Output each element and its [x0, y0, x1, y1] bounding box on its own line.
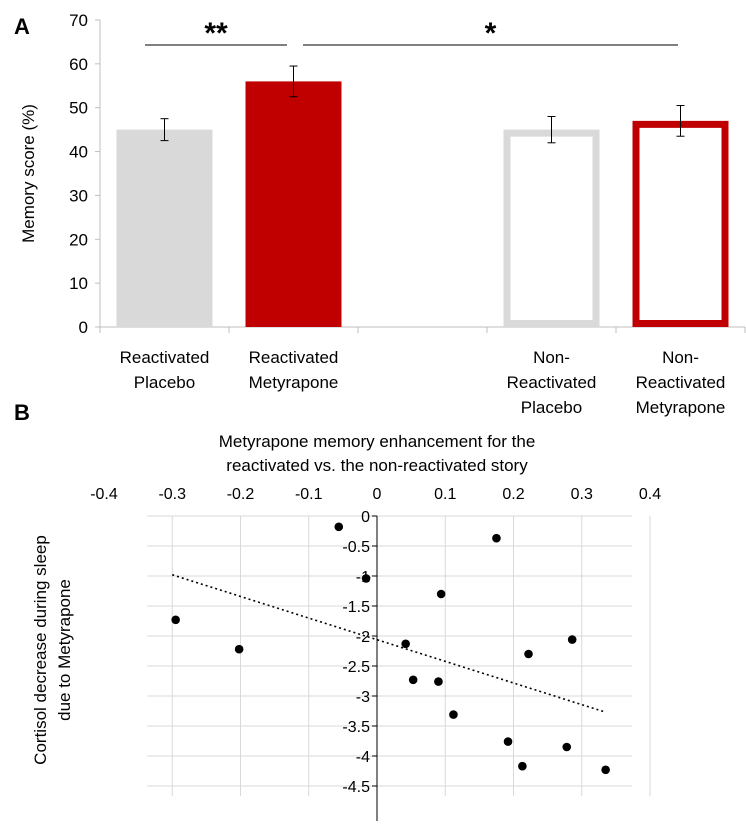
scatter-point — [601, 765, 610, 775]
y-tick-label: 0 — [79, 318, 88, 337]
y-axis-title: due to Metyrapone — [55, 579, 74, 721]
scatter-point — [503, 737, 513, 746]
y-tick-label: -2.5 — [342, 659, 370, 676]
scatter-point — [562, 742, 572, 752]
x-axis-title: reactivated vs. the non-reactivated stor… — [226, 456, 528, 475]
y-axis-title: Memory score (%) — [19, 104, 38, 243]
scatter-chart-panel-b: 0-0.5-1-1.5-2-2.5-3-3.5-4-4.5-0.4-0.3-0.… — [31, 432, 661, 821]
y-tick-label: -3 — [356, 689, 370, 706]
y-tick-label: 30 — [69, 186, 88, 205]
x-category-label: Reactivated — [120, 348, 210, 367]
y-tick-label: -3.5 — [342, 719, 370, 736]
x-axis-title: Metyrapone memory enhancement for the — [219, 432, 536, 451]
y-tick-label: -4 — [356, 749, 370, 766]
y-tick-label: 10 — [69, 274, 88, 293]
x-tick-label: 0.2 — [502, 486, 524, 503]
x-tick-label: 0 — [373, 486, 382, 503]
scatter-point — [524, 649, 533, 659]
y-tick-label: 20 — [69, 230, 88, 249]
y-axis-title: Cortisol decrease during sleep — [31, 535, 50, 765]
x-category-label: Placebo — [521, 398, 582, 417]
scatter-point — [518, 761, 527, 771]
scatter-point — [408, 675, 418, 685]
x-tick-label: -0.1 — [295, 486, 323, 503]
panel-b-letter: B — [14, 400, 30, 425]
scatter-point — [434, 677, 443, 686]
y-tick-label: -4.5 — [342, 779, 370, 796]
x-category-label: Reactivated — [636, 373, 726, 392]
x-category-label: Metyrapone — [249, 373, 339, 392]
x-tick-label: 0.1 — [434, 486, 456, 503]
scatter-point — [234, 644, 244, 654]
y-tick-label: 0 — [361, 509, 370, 526]
x-tick-label: -0.3 — [158, 486, 186, 503]
significance-marker: ** — [204, 17, 228, 50]
scatter-point — [334, 522, 344, 532]
scatter-point — [449, 710, 458, 719]
y-tick-label: -2 — [356, 629, 370, 646]
scatter-point — [567, 635, 577, 644]
x-category-label: Reactivated — [249, 348, 339, 367]
x-tick-label: -0.4 — [90, 486, 118, 503]
bar — [503, 129, 600, 327]
scatter-point — [171, 615, 180, 625]
bar — [632, 120, 729, 327]
x-category-label: Non- — [533, 348, 570, 367]
y-tick-label: 50 — [69, 99, 88, 118]
y-tick-label: -1.5 — [342, 599, 370, 616]
bar — [116, 129, 213, 327]
x-category-label: Reactivated — [507, 373, 597, 392]
y-tick-label: 40 — [69, 143, 88, 162]
panel-a-letter: A — [14, 14, 30, 39]
x-category-label: Placebo — [134, 373, 195, 392]
scatter-point — [401, 639, 410, 649]
trendline — [172, 574, 606, 713]
y-tick-label: 70 — [69, 11, 88, 30]
scatter-point — [492, 533, 501, 543]
y-tick-label: -0.5 — [342, 539, 370, 556]
scatter-point — [436, 589, 446, 599]
x-tick-label: 0.4 — [639, 486, 661, 503]
significance-marker: * — [485, 17, 497, 50]
bar-chart-panel-a: 0 10 20 30 40 50 60 70 Memory score (%) Reactivat… — [19, 11, 746, 417]
x-tick-label: 0.3 — [571, 486, 593, 503]
scatter-point — [361, 574, 371, 583]
bar — [245, 81, 342, 328]
x-category-label: Non- — [662, 348, 699, 367]
x-category-label: Metyrapone — [636, 398, 726, 417]
x-tick-label: -0.2 — [227, 486, 255, 503]
y-tick-label: 60 — [69, 55, 88, 74]
